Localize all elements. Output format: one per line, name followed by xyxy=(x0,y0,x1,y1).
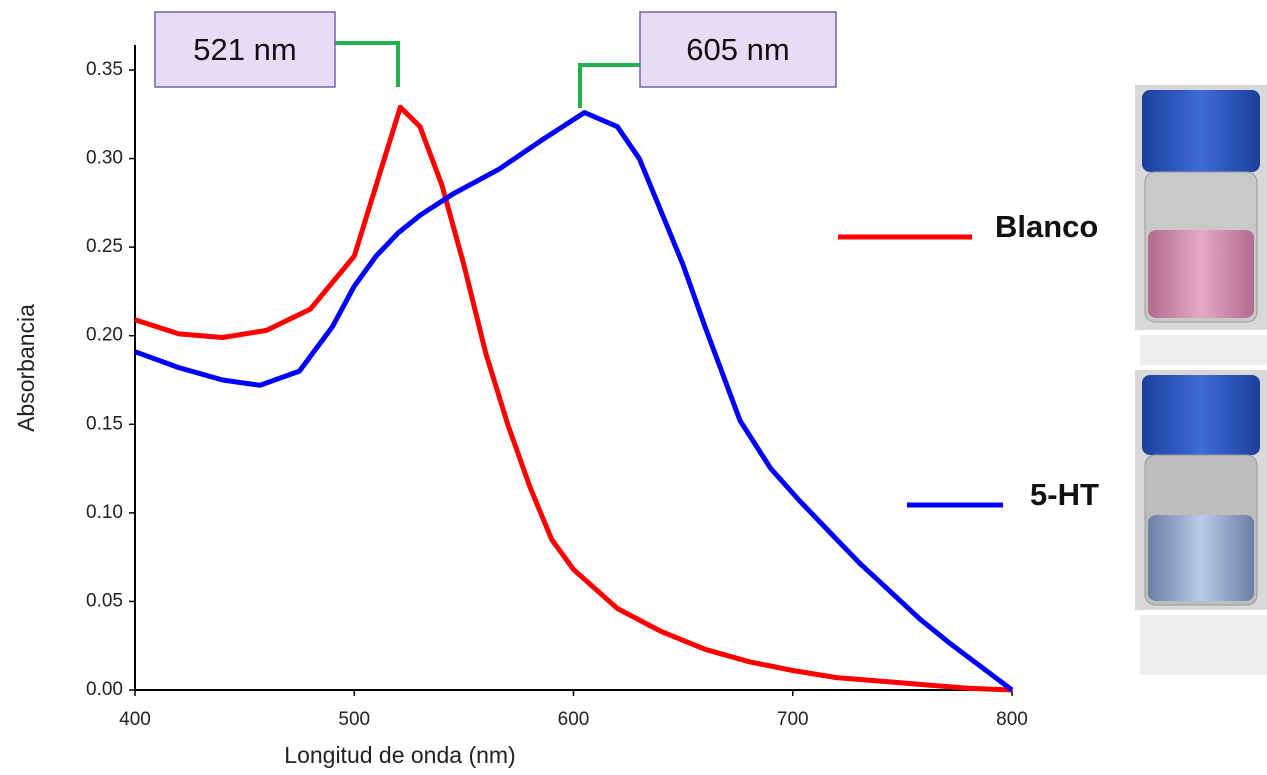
annotation-connector xyxy=(335,41,400,87)
x-tick-label: 700 xyxy=(777,709,809,730)
y-tick-label: 0.00 xyxy=(86,679,123,700)
y-tick-label: 0.25 xyxy=(86,236,123,257)
y-tick-label: 0.15 xyxy=(86,413,123,434)
y-axis-label: Absorbancia xyxy=(13,304,39,432)
series-line xyxy=(134,104,1013,693)
annotation: 605 nm xyxy=(686,32,789,67)
legend-label: 5-HT xyxy=(1030,477,1099,512)
x-tick-label: 500 xyxy=(338,709,370,730)
y-tick-label: 0.35 xyxy=(86,59,123,80)
annotation-box xyxy=(639,11,837,88)
x-tick-label: 400 xyxy=(119,709,151,730)
y-tick-label: 0.05 xyxy=(86,590,123,611)
y-tick-label: 0.10 xyxy=(86,502,123,523)
series-line xyxy=(134,110,1014,692)
vial-blue xyxy=(1135,370,1267,675)
annotation-connector xyxy=(578,63,640,108)
y-tick-label: 0.20 xyxy=(86,325,123,346)
vial-pink xyxy=(1135,85,1267,365)
y-tick-label: 0.30 xyxy=(86,148,123,169)
x-axis-label: Longitud de onda (nm) xyxy=(284,742,515,768)
x-tick-label: 600 xyxy=(558,709,590,730)
x-tick-label: 800 xyxy=(996,709,1028,730)
legend-label: Blanco xyxy=(995,209,1098,244)
annotation: 521 nm xyxy=(193,32,296,67)
annotation-box xyxy=(154,11,336,88)
